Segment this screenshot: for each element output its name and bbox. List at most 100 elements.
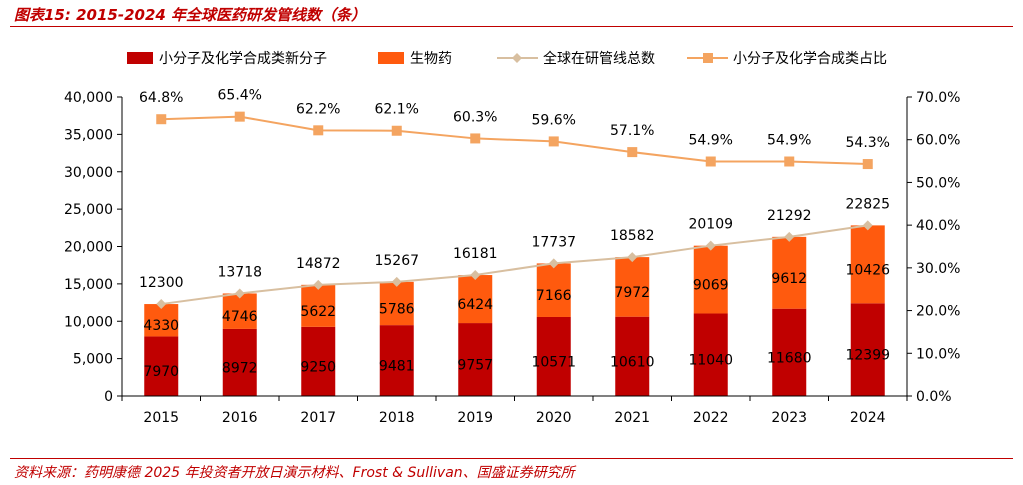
left-tick-label: 10,000 (64, 314, 113, 330)
biologics-value-label: 5622 (300, 304, 336, 320)
bar-biologics (693, 245, 728, 314)
share-point (548, 136, 559, 147)
bar-small-molecule (536, 316, 571, 396)
biologics-value-label: 4746 (222, 309, 258, 325)
biologics-value-label: 9069 (693, 278, 729, 294)
biologics-value-label: 7166 (536, 288, 572, 304)
bar-biologics (536, 263, 571, 317)
total-pipelines-point (862, 220, 873, 231)
left-tick-label: 5,000 (73, 352, 113, 368)
right-tick-label: 50.0% (916, 175, 960, 191)
total-pipelines-point (470, 270, 481, 281)
biologics-value-label: 6424 (457, 297, 493, 313)
share-value-label: 64.8% (139, 90, 183, 106)
x-tick-label: 2016 (222, 410, 258, 426)
total-pipelines-point (391, 276, 402, 287)
bar-small-molecule (693, 313, 728, 396)
bar-biologics (301, 284, 336, 327)
bar-small-molecule (301, 326, 336, 396)
small-molecule-value-label: 10571 (531, 354, 576, 370)
share-point (784, 156, 795, 167)
x-tick-label: 2024 (850, 410, 886, 426)
total-value-label: 15267 (374, 253, 419, 269)
biologics-value-label: 4330 (143, 318, 179, 334)
right-tick-label: 40.0% (916, 218, 960, 234)
bar-biologics (772, 236, 807, 309)
lines-layer (156, 111, 873, 310)
x-tick-label: 2017 (300, 410, 336, 426)
total-value-label: 18582 (610, 228, 655, 244)
bar-small-molecule (144, 336, 179, 396)
share-point (705, 156, 716, 167)
figure-title: 图表15: 2015-2024 年全球医药研发管线数（条） (14, 6, 367, 24)
total-value-label: 14872 (296, 256, 341, 272)
x-tick-label: 2015 (143, 410, 179, 426)
legend-label-small-molecule: 小分子及化学合成类新分子 (159, 51, 327, 67)
legend-label-total: 全球在研管线总数 (543, 50, 655, 67)
biologics-value-label: 10426 (845, 262, 890, 278)
small-molecule-value-label: 8972 (222, 360, 258, 376)
small-molecule-value-label: 7970 (143, 364, 179, 380)
left-tick-label: 40,000 (64, 90, 113, 106)
total-value-label: 17737 (531, 234, 576, 250)
left-tick-label: 20,000 (64, 240, 113, 256)
axes-layer: 0 5,000 10,000 15,000 20,000 25,000 30,000 35,0… (64, 90, 960, 426)
right-tick-label: 60.0% (916, 133, 960, 149)
x-tick-label: 2020 (536, 410, 572, 426)
legend-marker-total (512, 53, 522, 63)
small-molecule-value-label: 9250 (300, 359, 336, 375)
bar-small-molecule (772, 308, 807, 396)
share-point (862, 159, 873, 170)
bar-biologics (458, 275, 493, 324)
right-tick-label: 70.0% (916, 90, 960, 106)
chart-legend: 小分子及化学合成类新分子 生物药 全球在研管线总数 小分子及化学合成类占比 (127, 50, 887, 67)
biologics-value-label: 5786 (379, 302, 415, 318)
total-value-label: 16181 (453, 246, 498, 262)
total-value-label: 12300 (139, 275, 184, 291)
total-pipelines-point (548, 258, 559, 269)
bar-small-molecule (379, 325, 414, 396)
total-value-label: 20109 (688, 217, 733, 233)
small-molecule-value-label: 11040 (688, 353, 733, 369)
share-value-label: 57.1% (610, 123, 654, 139)
total-value-label: 13718 (217, 264, 262, 280)
x-tick-label: 2019 (457, 410, 493, 426)
labels-layer: 7970 8972 9250 9481 9757 10571 10610 11040 11680… (139, 88, 890, 381)
share-value-label: 62.1% (375, 102, 419, 118)
x-tick-label: 2023 (771, 410, 807, 426)
share-value-label: 54.9% (689, 132, 733, 148)
total-value-label: 22825 (845, 196, 890, 212)
total-pipelines-point (627, 252, 638, 263)
total-pipelines-point (705, 240, 716, 251)
x-tick-label: 2021 (614, 410, 650, 426)
small-molecule-value-label: 10610 (610, 354, 655, 370)
bar-biologics (379, 281, 414, 326)
right-tick-label: 10.0% (916, 346, 960, 362)
bar-biologics (850, 225, 885, 304)
bar-small-molecule (850, 303, 885, 396)
small-molecule-value-label: 9757 (457, 358, 493, 374)
share-value-label: 54.9% (767, 132, 811, 148)
legend-label-share: 小分子及化学合成类占比 (733, 51, 887, 67)
total-pipelines-line (161, 224, 868, 306)
left-tick-label: 15,000 (64, 277, 113, 293)
right-tick-label: 30.0% (916, 261, 960, 277)
share-point (470, 133, 481, 144)
biologics-value-label: 9612 (771, 271, 807, 287)
legend-swatch-small-molecule (127, 52, 153, 64)
total-pipelines-point (156, 299, 167, 310)
legend-swatch-biologics (378, 52, 404, 64)
legend-label-biologics: 生物药 (410, 51, 452, 67)
share-value-label: 59.6% (532, 112, 576, 128)
source-rule (10, 458, 1013, 459)
share-value-label: 62.2% (296, 101, 340, 117)
total-pipelines-point (784, 231, 795, 242)
share-point (627, 147, 638, 158)
title-rule (10, 26, 1013, 27)
bar-small-molecule (222, 328, 257, 396)
share-line (161, 115, 868, 166)
share-point (391, 125, 402, 136)
bar-small-molecule (615, 316, 650, 396)
share-point (234, 111, 245, 122)
